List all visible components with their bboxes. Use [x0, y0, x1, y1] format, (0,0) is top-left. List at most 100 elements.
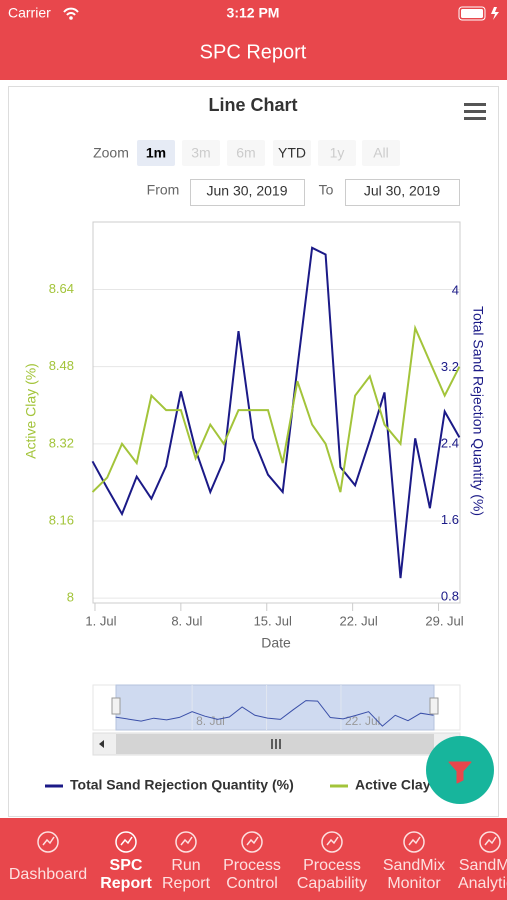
chart-title: Line Chart — [208, 95, 297, 115]
tab-icon-detail — [120, 836, 133, 846]
y2-tick-label: 3.2 — [441, 359, 459, 374]
navigator-label: 8. Jul — [196, 714, 225, 728]
x-tick-label: 15. Jul — [254, 613, 292, 628]
y2-axis-label: Total Sand Rejection Quantity (%) — [470, 306, 486, 516]
tab-icon — [175, 831, 197, 853]
y-tick-label: 8.32 — [49, 435, 74, 450]
wifi-dot — [69, 16, 73, 20]
zoom-button-label: 1m — [146, 145, 166, 161]
zoom-button-label: 6m — [236, 145, 255, 161]
menu-bar — [464, 117, 486, 120]
tab-label: Report — [100, 875, 152, 892]
scrollbar-grip — [271, 739, 281, 749]
x-tick-label: 8. Jul — [171, 613, 202, 628]
tab-icon-detail — [180, 836, 193, 846]
y2-tick-label: 4 — [452, 282, 459, 297]
y-tick-label: 8.16 — [49, 512, 74, 527]
zoom-button-bg — [318, 140, 356, 166]
zoom-button: 3m — [182, 140, 220, 166]
zoom-button-label: All — [373, 145, 389, 161]
tab-icon-detail — [42, 836, 55, 846]
scrollbar-thumb[interactable] — [116, 734, 434, 754]
charging-icon — [491, 7, 499, 20]
plot-border — [92, 221, 461, 604]
header-bg — [0, 0, 507, 80]
tab-icon-detail — [408, 836, 421, 846]
navigator-handle[interactable] — [429, 697, 439, 715]
scrollbar-arrow — [99, 740, 104, 748]
tab-label: Report — [162, 875, 211, 892]
tab-label: Analytics — [458, 875, 507, 892]
battery — [458, 6, 486, 21]
tab-icon — [479, 831, 501, 853]
legend-label: Total Sand Rejection Quantity (%) — [70, 777, 294, 793]
tab-item[interactable]: Dashboard — [9, 831, 87, 883]
tab-label: Capability — [297, 875, 367, 892]
navigator-handle[interactable] — [111, 697, 121, 715]
x-tick-label: 29. Jul — [425, 613, 463, 628]
menu-button[interactable] — [464, 103, 486, 120]
zoom-button[interactable]: 1m — [137, 140, 175, 166]
zoom-button-bg — [362, 140, 400, 166]
menu-bar — [464, 110, 486, 113]
tab-label: SPC — [110, 857, 143, 874]
series-line — [91, 246, 461, 579]
y-tick-label: 8.64 — [49, 281, 74, 296]
filter-icon — [448, 761, 472, 784]
filter-button[interactable] — [426, 736, 494, 804]
zoom-button-bg — [273, 140, 311, 166]
zoom-button-bg — [227, 140, 265, 166]
tab-icon — [241, 831, 263, 853]
zoom-button[interactable]: YTD — [273, 140, 311, 166]
tab-label: Monitor — [387, 875, 441, 892]
menu-bar — [464, 103, 486, 106]
tab-icon-detail — [484, 836, 497, 846]
tab-icon — [321, 831, 343, 853]
y-axis-label: Active Clay (%) — [23, 363, 39, 459]
zoom-button-bg — [182, 140, 220, 166]
tab-item[interactable]: SandMixAnalytics — [458, 831, 507, 892]
zoom-button-bg — [137, 140, 175, 166]
tab-label: Process — [303, 857, 361, 874]
carrier: Carrier — [8, 5, 51, 21]
tab-icon — [115, 831, 137, 853]
to-label: To — [319, 182, 334, 198]
tab-label: SandMix — [383, 857, 445, 874]
zoom-button: All — [362, 140, 400, 166]
tab-label: Run — [171, 857, 200, 874]
tab-icon — [37, 831, 59, 853]
tab-icon-detail — [246, 836, 259, 846]
zoom-button: 6m — [227, 140, 265, 166]
to-input[interactable] — [345, 179, 460, 206]
battery-level — [461, 9, 483, 18]
legend-item[interactable]: Total Sand Rejection Quantity (%) — [45, 777, 294, 793]
from-date: Jun 30, 2019 — [207, 183, 288, 199]
x-tick-label: 1. Jul — [85, 613, 116, 628]
tab-label: Control — [226, 875, 278, 892]
from-input[interactable] — [190, 179, 305, 206]
navigator-line — [115, 700, 434, 727]
y-tick-label: 8 — [67, 590, 74, 605]
zoom-button: 1y — [318, 140, 356, 166]
navigator-label: 22. Jul — [345, 714, 380, 728]
x-axis-label: Date — [261, 635, 291, 651]
tab-label: SandMix — [459, 857, 507, 874]
y2-tick-label: 2.4 — [441, 436, 459, 451]
zoom-label: Zoom — [93, 145, 129, 161]
navigator-range — [115, 684, 435, 731]
x-tick-label: 22. Jul — [339, 613, 377, 628]
clock: 3:12 PM — [227, 5, 280, 21]
series-line — [91, 324, 461, 493]
tab-icon-detail — [326, 836, 339, 846]
y2-tick-label: 1.6 — [441, 512, 459, 527]
y-tick-label: 8.48 — [49, 358, 74, 373]
from-label: From — [147, 182, 180, 198]
page-title: SPC Report — [200, 41, 307, 63]
tab-label: Process — [223, 857, 281, 874]
zoom-button-label: 3m — [191, 145, 210, 161]
